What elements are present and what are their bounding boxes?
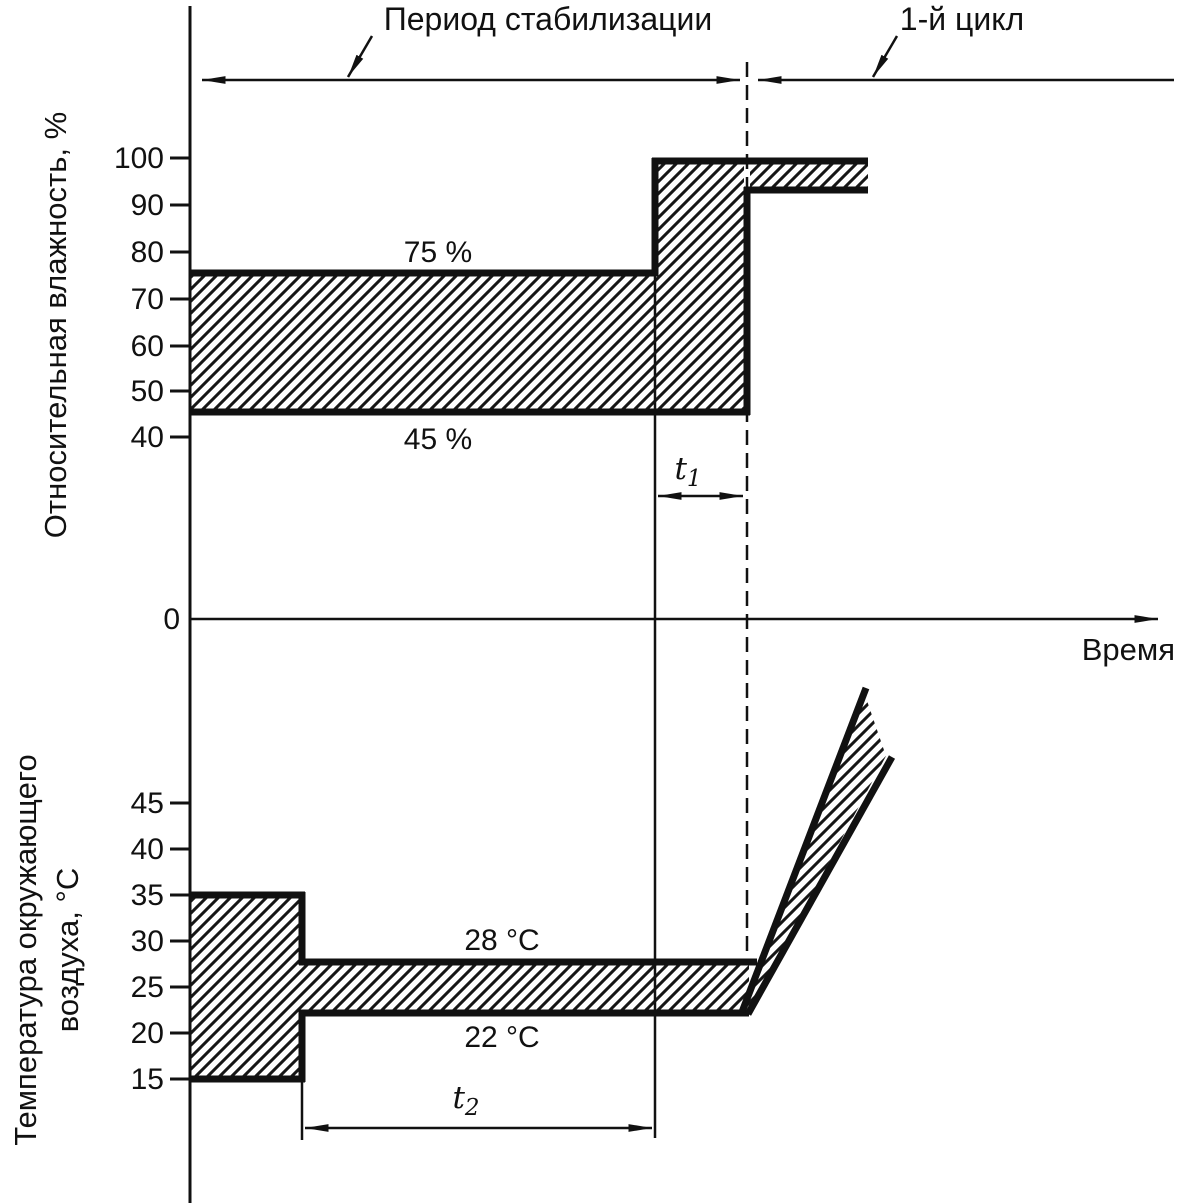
humidity-lower-band-label: 45 % xyxy=(404,423,472,456)
humidity-hatched-bands xyxy=(191,164,868,409)
temperature-tick-25: 25 xyxy=(131,971,164,1004)
stabilization-leader-arrow xyxy=(346,35,374,78)
humidity-band-45-75-and-t1-column xyxy=(191,164,744,409)
temperature-tick-15: 15 xyxy=(131,1063,164,1096)
humidity-axis-title: Относительная влажность, % xyxy=(38,112,73,538)
humidity-axis-ticks xyxy=(170,156,189,439)
humidity-band-94-100 xyxy=(750,164,868,188)
temperature-tick-labels: 45 40 35 30 25 20 15 xyxy=(131,787,164,1096)
temperature-tick-35: 35 xyxy=(131,879,164,912)
t1-label: t1 xyxy=(674,451,701,492)
humidity-tick-90: 90 xyxy=(131,189,164,222)
origin-zero-label: 0 xyxy=(163,603,180,636)
humidity-tick-100: 100 xyxy=(114,142,164,175)
temperature-upper-band-label: 28 °C xyxy=(464,924,539,957)
temperature-ramp-left-line xyxy=(738,686,870,1014)
temperature-axis-ticks xyxy=(170,801,189,1081)
time-axis-label: Время xyxy=(1082,632,1175,667)
humidity-tick-70: 70 xyxy=(131,283,164,316)
first-cycle-label: 1-й цикл xyxy=(900,1,1024,37)
temperature-tick-45: 45 xyxy=(131,787,164,820)
humidity-tick-60: 60 xyxy=(131,330,164,363)
temperature-hatched-bands xyxy=(191,692,886,1076)
humidity-tick-40: 40 xyxy=(131,421,164,454)
temperature-tick-30: 30 xyxy=(131,925,164,958)
temperature-band-15-35 xyxy=(191,898,301,1076)
top-span-arrows xyxy=(202,35,1174,84)
humidity-tick-labels: 100 90 80 70 60 50 40 xyxy=(114,142,164,454)
t2-label: t2 xyxy=(452,1080,479,1121)
temperature-lower-band-label: 22 °C xyxy=(464,1021,539,1054)
temperature-tick-40: 40 xyxy=(131,833,164,866)
humidity-band-borders xyxy=(190,157,868,416)
temperature-ramp-right-line xyxy=(744,755,896,1016)
humidity-tick-50: 50 xyxy=(131,375,164,408)
temperature-band-22-28 xyxy=(301,965,749,1010)
stabilization-period-label: Период стабилизации xyxy=(384,1,713,37)
first-cycle-leader-arrow xyxy=(871,35,899,78)
temperature-tick-20: 20 xyxy=(131,1017,164,1050)
temperature-band-borders xyxy=(190,686,896,1083)
temperature-ramp-band xyxy=(746,692,886,1008)
humidity-upper-band-label: 75 % xyxy=(404,236,472,269)
humidity-tick-80: 80 xyxy=(131,236,164,269)
temperature-axis-title-line2: воздуха, °C xyxy=(50,868,85,1033)
temperature-axis-title-line1: Температура окружающего xyxy=(8,754,43,1145)
